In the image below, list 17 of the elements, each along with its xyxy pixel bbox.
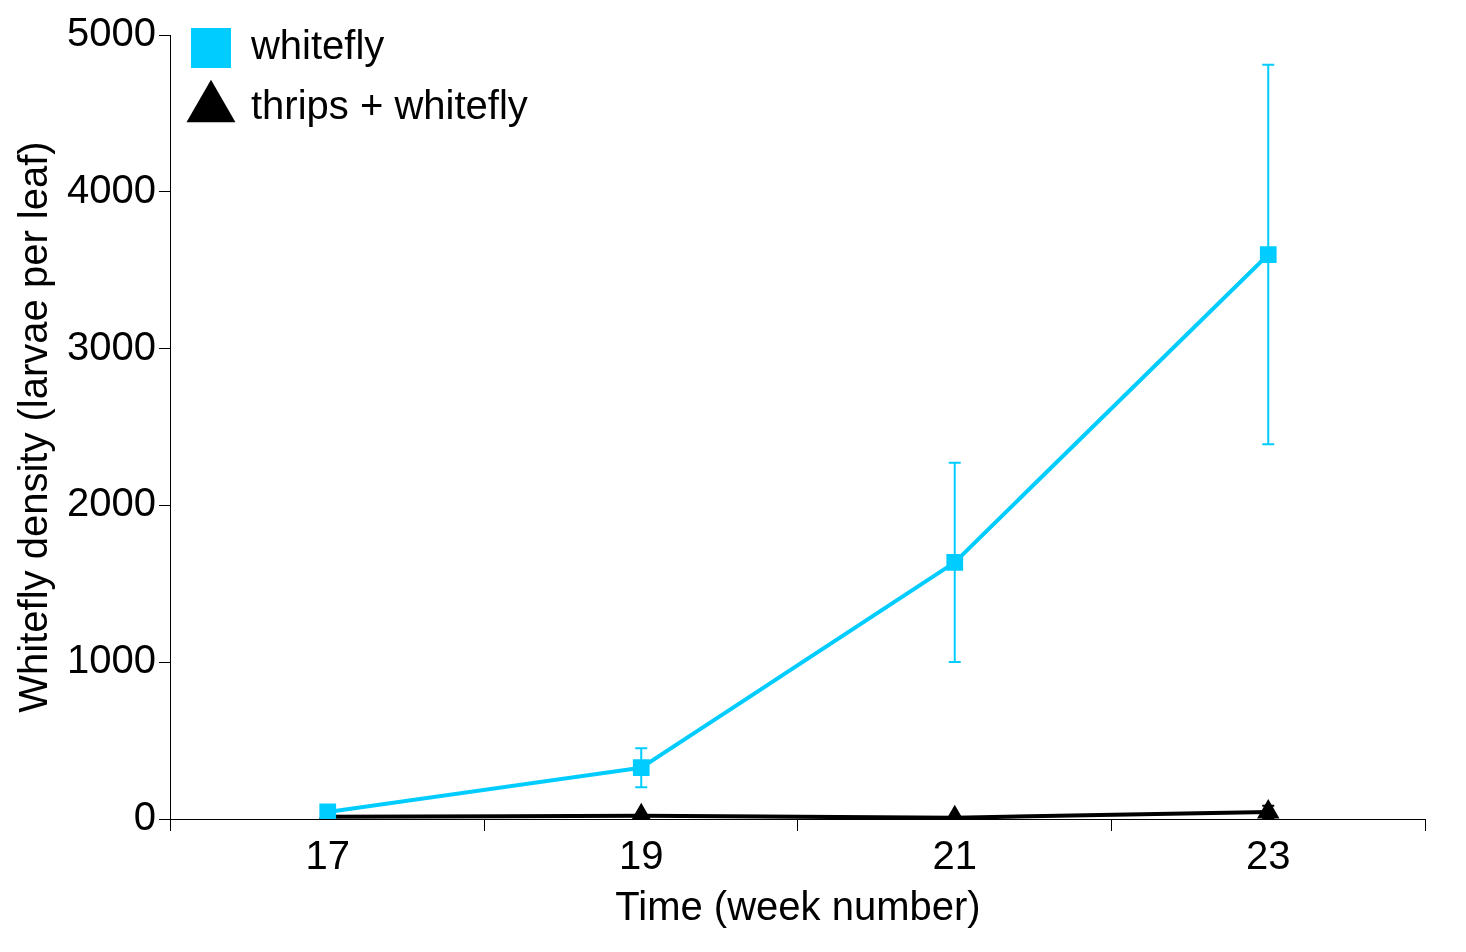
point	[1259, 246, 1277, 263]
point	[632, 759, 650, 777]
y-tick-label: 3000	[67, 323, 156, 368]
y-axis-title: Whitefly density (larvae per leaf)	[11, 141, 56, 713]
y-tick-label: 2000	[67, 480, 156, 525]
x-tick-label: 21	[932, 833, 977, 878]
legend-label: whitefly	[249, 23, 385, 68]
y-tick-label: 0	[133, 794, 156, 839]
x-tick-label: 19	[618, 833, 664, 878]
x-axis-title: Time (week number)	[615, 884, 981, 929]
legend-label: thrips + whitefly	[250, 83, 528, 128]
point	[946, 553, 964, 571]
y-tick-label: 1000	[67, 637, 156, 682]
x-tick-label: 23	[1246, 833, 1291, 878]
y-tick-label: 4000	[67, 166, 156, 211]
y-tick-label: 5000	[67, 10, 156, 55]
x-tick-label: 17	[305, 833, 350, 878]
